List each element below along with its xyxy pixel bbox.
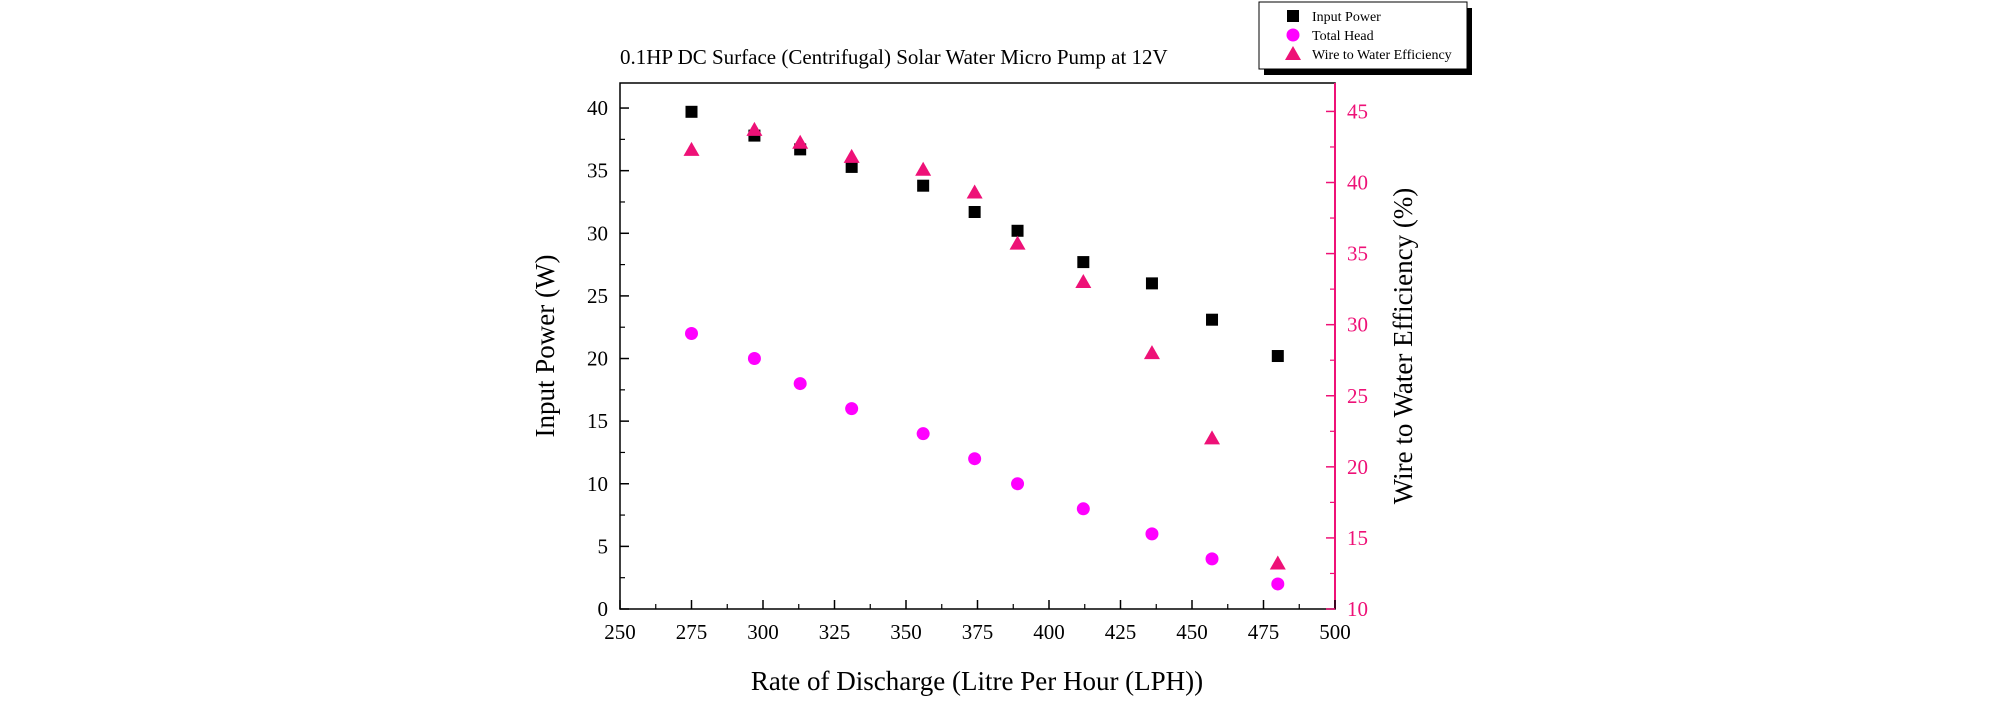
data-point — [966, 184, 983, 199]
data-point — [845, 402, 859, 416]
data-point — [1011, 477, 1025, 491]
left-y-axis-label: Input Power (W) — [530, 255, 560, 438]
right-y-tick-label: 20 — [1347, 455, 1368, 479]
x-axis-label: Rate of Discharge (Litre Per Hour (LPH)) — [751, 666, 1203, 696]
legend: Input Power Total Head Wire to Water Effic… — [1258, 1, 1472, 75]
data-point — [1011, 224, 1024, 237]
left-y-tick-label: 40 — [587, 96, 608, 120]
data-point — [1075, 274, 1092, 289]
plot-area — [619, 82, 1336, 610]
data-point — [915, 161, 932, 176]
data-point — [1205, 552, 1219, 566]
data-point — [683, 141, 700, 156]
left-y-tick-label: 5 — [598, 534, 609, 558]
data-point — [1076, 502, 1090, 516]
x-tick-label: 300 — [747, 620, 779, 644]
legend-marker — [1286, 28, 1300, 42]
x-tick-label: 450 — [1176, 620, 1208, 644]
data-point — [1077, 256, 1090, 269]
left-y-tick-label: 0 — [598, 597, 609, 621]
data-point — [916, 427, 930, 441]
data-point — [1269, 555, 1286, 570]
data-point — [685, 326, 698, 340]
left-y-tick-label: 25 — [587, 284, 608, 308]
x-tick-label: 350 — [890, 620, 922, 644]
left-y-tick-label: 10 — [587, 472, 608, 496]
right-y-tick-label: 40 — [1347, 171, 1368, 195]
data-point — [845, 160, 858, 173]
chart-title: 0.1HP DC Surface (Centrifugal) Solar Wat… — [620, 45, 1168, 69]
data-point — [685, 105, 698, 118]
right-y-axis-label: Wire to Water Efficiency (%) — [1388, 188, 1418, 505]
right-y-tick-label: 30 — [1347, 313, 1368, 337]
data-point — [1143, 345, 1160, 360]
data-point — [1271, 350, 1284, 363]
legend-marker — [1287, 10, 1299, 22]
data-point — [1204, 430, 1221, 445]
data-point — [1271, 577, 1285, 591]
data-point — [1145, 277, 1158, 290]
left-y-tick-label: 15 — [587, 409, 608, 433]
data-point — [917, 179, 930, 192]
x-tick-label: 400 — [1033, 620, 1065, 644]
left-y-axis: 0 5 10 15 20 25 30 35 40 — [587, 96, 629, 621]
left-y-tick-label: 35 — [587, 159, 608, 183]
series-total-head — [685, 326, 1285, 591]
data-point — [968, 452, 982, 466]
right-y-tick-label: 35 — [1347, 242, 1368, 266]
x-axis: 250 275 300 325 350 375 400 425 450 475 500 — [604, 600, 1351, 644]
right-y-tick-label: 15 — [1347, 526, 1368, 550]
series-input-power — [685, 105, 1284, 363]
data-point — [792, 134, 809, 149]
legend-label: Total Head — [1312, 29, 1374, 44]
data-point — [747, 352, 761, 366]
x-tick-label: 375 — [962, 620, 994, 644]
series-wire-to-water-efficiency — [683, 121, 1286, 570]
left-y-tick-label: 20 — [587, 347, 608, 371]
left-y-tick-label: 30 — [587, 221, 608, 245]
plot-border — [619, 82, 1336, 610]
x-tick-label: 500 — [1319, 620, 1351, 644]
legend-marker — [1285, 46, 1301, 60]
data-point — [1206, 313, 1219, 326]
data-point — [968, 205, 981, 218]
x-tick-label: 475 — [1248, 620, 1280, 644]
data-point — [793, 377, 807, 391]
series-layer — [683, 105, 1286, 591]
x-tick-label: 425 — [1105, 620, 1137, 644]
right-y-tick-label: 45 — [1347, 99, 1368, 123]
data-point — [1009, 235, 1026, 250]
right-y-tick-label: 25 — [1347, 384, 1368, 408]
x-tick-label: 325 — [819, 620, 851, 644]
x-tick-label: 275 — [676, 620, 708, 644]
data-point — [746, 121, 763, 136]
data-point — [843, 148, 860, 163]
right-y-axis: 10 15 20 25 30 35 40 45 — [1326, 99, 1368, 621]
legend-label: Input Power — [1312, 10, 1381, 25]
data-point — [1145, 527, 1159, 541]
x-tick-label: 250 — [604, 620, 636, 644]
legend-label: Wire to Water Efficiency — [1312, 48, 1452, 63]
right-y-tick-label: 10 — [1347, 597, 1368, 621]
